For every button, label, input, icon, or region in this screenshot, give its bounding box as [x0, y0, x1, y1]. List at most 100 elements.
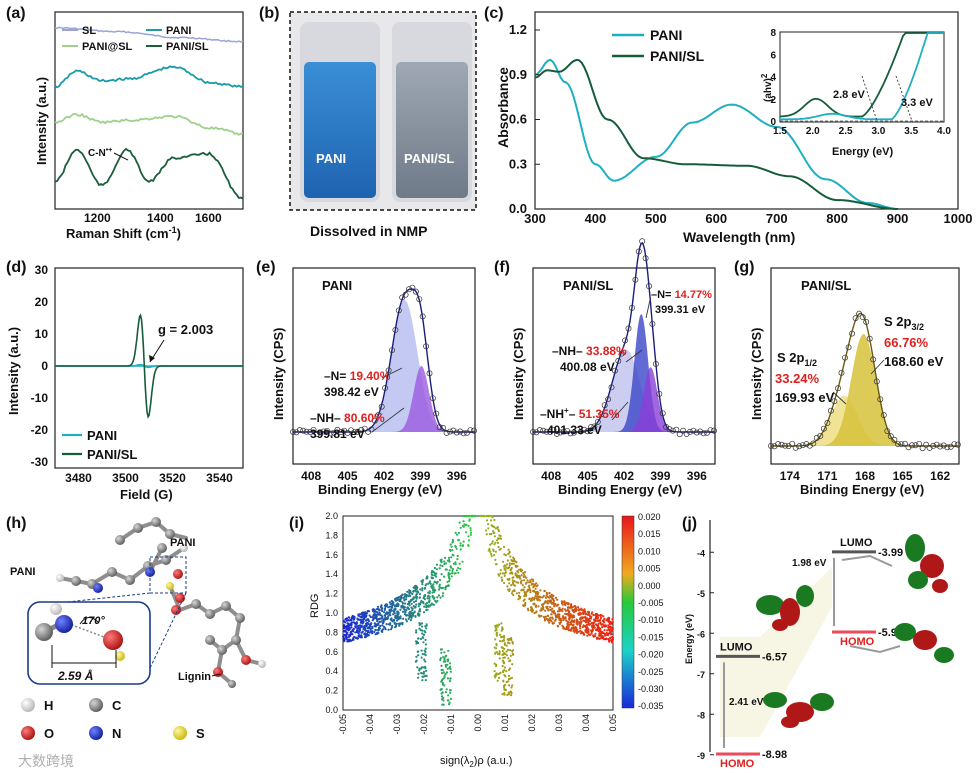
rdg-spike-point	[425, 623, 428, 626]
rdg-point	[380, 604, 383, 607]
rdg-point	[412, 597, 415, 600]
rdg-point	[409, 614, 412, 617]
data-point	[629, 304, 635, 311]
rdg-spike-point	[507, 668, 511, 672]
rdg-point	[430, 585, 433, 588]
label-pani-left: PANI	[10, 566, 35, 578]
rdg-point	[521, 569, 524, 572]
rdg-point	[566, 608, 569, 611]
rdg-point	[533, 602, 536, 606]
inset-y-tick-label: 4	[770, 73, 776, 84]
rdg-point	[433, 590, 436, 594]
data-point	[859, 314, 866, 321]
rdg-point	[454, 545, 457, 548]
rdg-spike-point	[507, 678, 511, 681]
rdg-point	[397, 604, 400, 608]
rdg-point	[343, 633, 346, 636]
rdg-point	[436, 599, 439, 603]
rdg-point	[437, 594, 441, 597]
data-point	[835, 385, 841, 392]
inset-x-tick-label: 2.5	[839, 126, 853, 137]
rdg-point	[345, 636, 348, 639]
peak-s2p32-percent: 66.76%	[884, 335, 929, 350]
rdg-point	[611, 618, 614, 621]
y-tick-label: 0.4	[325, 666, 338, 676]
rdg-point	[448, 579, 451, 583]
rdg-point	[567, 606, 570, 609]
rdg-point	[582, 609, 585, 612]
rdg-point	[346, 638, 349, 641]
peak-nh-plus-label: –NH+– 51.35%	[540, 406, 620, 421]
rdg-point	[399, 608, 402, 611]
rdg-point	[546, 605, 549, 608]
rdg-point	[441, 564, 444, 568]
x-axis-label: Binding Energy (eV)	[800, 482, 924, 497]
data-point	[375, 412, 382, 419]
rdg-point	[603, 634, 606, 637]
rdg-point	[594, 632, 597, 635]
x-axis-label: Binding Energy (eV)	[318, 482, 442, 497]
x-tick-label: 0.01	[500, 714, 510, 732]
panel-f-tag: (f)	[494, 259, 510, 276]
rdg-point	[464, 524, 467, 527]
data-point	[887, 433, 894, 440]
rdg-spike-point	[503, 666, 507, 669]
peak-s2p12-leader	[832, 391, 847, 405]
x-tick-label: 171	[817, 469, 837, 483]
rdg-point	[599, 616, 603, 620]
rdg-point	[558, 617, 561, 620]
data-point	[443, 429, 450, 436]
data-point	[581, 426, 588, 433]
rdg-point	[458, 562, 461, 565]
x-tick-label: 0.05	[608, 714, 618, 732]
rdg-point	[595, 637, 599, 640]
rdg-point	[590, 632, 593, 635]
rdg-point	[382, 618, 385, 621]
peak-n-leader	[645, 299, 651, 319]
rdg-spike-point	[444, 673, 447, 676]
y-tick-label: 0.9	[509, 67, 527, 82]
series-pani-line	[54, 65, 244, 89]
rdg-point	[387, 611, 390, 615]
data-point	[412, 288, 419, 295]
rdg-spike-point	[448, 680, 452, 683]
rdg-point	[597, 629, 601, 633]
rdg-point	[452, 554, 455, 557]
peak-nh-energy: 400.08 eV	[560, 360, 615, 374]
rdg-point	[415, 585, 418, 588]
rdg-spike-point	[421, 666, 424, 669]
rdg-point	[393, 610, 396, 614]
rdg-point	[503, 553, 506, 556]
rdg-point	[359, 626, 362, 629]
rdg-point	[567, 625, 570, 629]
rdg-point	[347, 629, 350, 632]
rdg-point	[531, 596, 534, 600]
rdg-point	[524, 604, 527, 607]
data-point	[710, 427, 717, 434]
rdg-point	[457, 531, 460, 535]
rdg-point	[425, 608, 428, 612]
rdg-point	[521, 584, 524, 587]
rdg-point	[535, 585, 538, 588]
rdg-spike-point	[424, 679, 427, 682]
rdg-point	[523, 591, 526, 594]
raw-data-points	[290, 284, 477, 437]
rdg-point	[408, 604, 411, 607]
rdg-point	[415, 603, 418, 606]
vial-pani-sl-label: PANI/SL	[404, 151, 454, 166]
rdg-point	[532, 586, 535, 589]
peak-n-label: –N= 19.40%	[324, 369, 391, 383]
data-point	[567, 430, 574, 437]
rdg-point	[552, 597, 555, 601]
x-tick-label: -0.01	[446, 714, 456, 735]
rdg-point	[456, 533, 459, 536]
rdg-point	[519, 577, 522, 580]
rdg-point	[354, 622, 357, 625]
rdg-point	[569, 621, 572, 625]
rdg-point	[603, 617, 606, 620]
rdg-spike-point	[418, 669, 421, 672]
xtick-1200: 1200	[84, 211, 111, 225]
data-point	[307, 429, 314, 435]
colorbar-tick-label: 0.010	[638, 546, 661, 556]
y-tick-group: 0.0 0.2 0.4 0.6 0.8 1.0 1.2 1.4 1.6 1.8 2.0	[325, 511, 338, 715]
